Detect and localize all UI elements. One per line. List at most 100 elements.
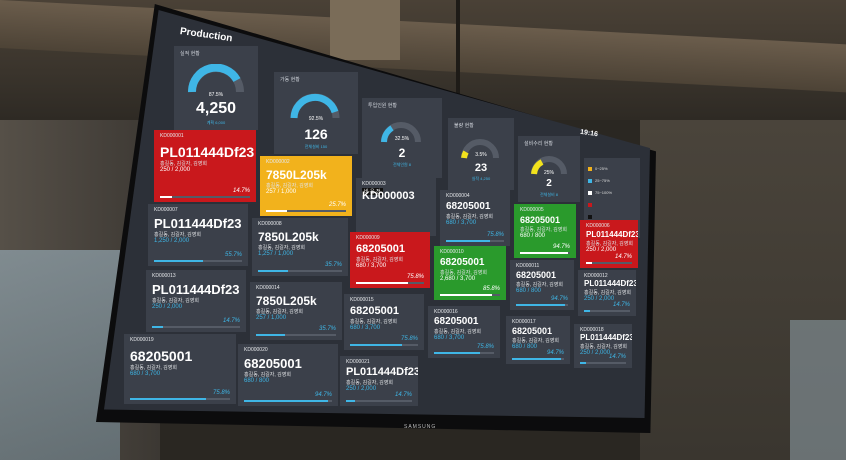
progress-bar [258,270,342,272]
machine-card[interactable]: KD000017 68205001 홍길동, 김길자, 김영희 680 / 800 94… [506,316,570,364]
card-id: KD000006 [586,223,610,229]
card-quantity: 250 / 2,000 [152,304,183,310]
card-operators: 홍길동, 김길자, 김영희 [516,282,563,288]
machine-card[interactable]: KD000002 7850L205k 홍길동, 김길자, 김영희 257 / 1,00… [260,156,352,216]
kpi-title: 투입인원 현황 [368,103,397,109]
card-rate: 14.7% [612,302,630,308]
progress-bar [356,282,424,284]
kpi-title: 불량 현황 [454,123,474,129]
legend-swatch [588,178,592,183]
machine-card[interactable]: KD000010 68205001 홍길동, 김길자, 김영희 2,680 / 3,7… [434,246,506,300]
card-quantity: 680 / 3,700 [446,220,477,226]
machine-card[interactable]: KD000016 68205001 홍길동, 김길자, 김영희 680 / 3,700… [428,306,500,358]
machine-card[interactable]: KD000021 PL011444Df23 홍길동, 김길자, 김영희 250 / 2… [340,356,418,406]
card-operators: 홍길동, 김길자, 김영희 [350,319,397,325]
card-quantity: 250 / 2,000 [346,386,377,392]
machine-card[interactable]: KD000004 68205001 홍길동, 김길자, 김영희 680 / 3,700… [440,190,510,246]
card-product-code: 68205001 [434,316,479,327]
legend-swatch [588,202,592,207]
card-operators: 홍길동, 김길자, 김영희 [520,227,567,233]
machine-card[interactable]: KD000001 PL011444Df23 홍길동, 김길자, 김영희 250 / 2… [154,130,256,202]
card-rate: 75.8% [486,232,504,238]
machine-card[interactable]: KD000020 68205001 홍길동, 김길자, 김영희 680 / 800 94… [238,344,338,406]
kpi-panel: 실적 현황 87.5% 4,250 계획 6,000 [174,46,258,130]
progress-fill [256,334,285,336]
card-product-code: 7850L205k [266,168,327,182]
card-operators: 홍길동, 김길자, 김영희 [160,161,207,167]
card-id: KD000012 [584,273,608,279]
card-quantity: 250 / 2,000 [160,167,191,173]
card-quantity: 257 / 1,000 [266,189,297,195]
card-quantity: 257 / 1,000 [256,315,287,321]
card-id: KD000013 [152,273,176,279]
legend-item: 0~25% [588,166,608,171]
card-operators: 홍길동, 김길자, 김영희 [154,232,201,238]
machine-card[interactable]: KD000012 PL011444Df23 홍길동, 김길자, 김영희 250 / 2… [578,270,636,316]
legend-item: 25~75% [588,178,610,183]
card-operators: 홍길동, 김길자, 김영희 [584,290,631,296]
progress-bar [346,400,412,402]
progress-fill [440,294,492,296]
kpi-percent: 87.5% [208,92,224,98]
card-quantity: 680 / 800 [520,233,546,239]
legend-item [588,202,595,207]
card-quantity: 1,250 / 2,000 [154,238,190,244]
machine-card[interactable]: KD000008 7850L205k 홍길동, 김길자, 김영희 1,257 / 1,… [252,218,348,276]
machine-card[interactable]: KD000003 비 운 전 KD000003 [356,178,436,236]
card-id: KD000004 [446,193,470,199]
progress-fill [512,358,562,360]
card-id: KD000002 [266,159,290,165]
kpi-title: 실적 현황 [180,51,200,57]
card-quantity: 680 / 800 [244,378,270,384]
card-operators: 홍길동, 김길자, 김영희 [258,245,305,251]
kpi-sub: 전체설비 150 [304,144,328,149]
card-rate: 94.7% [552,244,570,250]
progress-bar [580,362,626,364]
progress-fill [152,326,164,328]
machine-card[interactable]: KD000019 68205001 홍길동, 김길자, 김영희 680 / 3,700… [124,334,236,404]
card-product-code: PL011444Df23 [586,230,638,239]
machine-card[interactable]: KD000015 68205001 홍길동, 김길자, 김영희 680 / 3,700… [344,294,424,350]
progress-bar [584,310,630,312]
card-quantity: 680 / 800 [516,288,542,294]
card-id: KD000005 [520,207,544,213]
card-id: KD000017 [512,319,536,325]
machine-card[interactable]: KD000006 PL011444Df23 홍길동, 김길자, 김영희 250 / 2… [580,220,638,268]
card-operators: 홍길동, 김길자, 김영희 [586,241,633,247]
card-operators: 홍길동, 김길자, 김영희 [346,380,393,386]
kpi-panel: 불량 현황 3.5% 23 실적 4,250 [448,118,514,190]
card-id: KD000016 [434,309,458,315]
kpi-value: 2 [546,178,552,189]
machine-card[interactable]: KD000013 PL011444Df23 홍길동, 김길자, 김영희 250 / 2… [146,270,246,332]
card-product-code: KD000003 [362,190,415,202]
progress-fill [244,400,328,402]
progress-bar [520,252,570,254]
card-id: KD000008 [258,221,282,227]
kpi-panel: 가동 현황 92.5% 126 전체설비 150 [274,72,358,154]
card-operators: 홍길동, 김길자, 김영희 [446,214,493,220]
card-id: KD000003 [362,181,386,187]
machine-card[interactable]: KD000007 PL011444Df23 홍길동, 김길자, 김영희 1,250 /… [148,204,248,266]
legend-item [588,214,595,219]
progress-bar [434,352,494,354]
card-rate: 94.7% [550,296,568,302]
card-quantity: 250 / 2,000 [584,296,615,302]
machine-card[interactable]: KD000005 68205001 홍길동, 김길자, 김영희 680 / 800 94… [514,204,576,258]
machine-card[interactable]: KD000018 PL011444Df23 홍길동, 김길자, 김영희 250 / 2… [574,324,632,368]
progress-bar [244,400,332,402]
card-product-code: PL011444Df23 [154,216,242,231]
machine-card[interactable]: KD000011 68205001 홍길동, 김길자, 김영희 680 / 800 94… [510,260,574,310]
kpi-panel: 설비수리 현황 25% 2 전체설비 8 [518,136,580,202]
card-rate: 55.7% [224,252,242,258]
card-rate: 14.7% [232,188,250,194]
card-rate: 75.8% [476,344,494,350]
card-quantity: 680 / 3,700 [130,371,161,377]
kpi-title: 가동 현황 [280,77,300,83]
card-product-code: 7850L205k [258,230,319,244]
progress-fill [160,196,172,198]
machine-card[interactable]: KD000014 7850L205k 홍길동, 김길자, 김영희 257 / 1,00… [250,282,342,340]
progress-bar [512,358,564,360]
right-window [790,320,846,460]
progress-bar [516,304,568,306]
machine-card[interactable]: KD000009 68205001 홍길동, 김길자, 김영희 680 / 3,700… [350,232,430,288]
